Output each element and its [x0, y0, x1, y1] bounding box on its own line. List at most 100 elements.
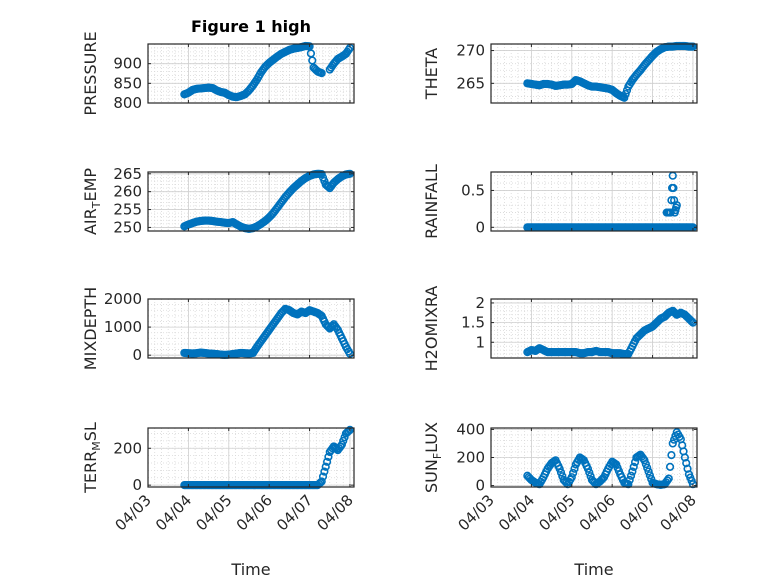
data-point — [344, 347, 353, 356]
y-tick-label: 260 — [113, 183, 142, 201]
y-axis-label: SUNFLUX — [422, 422, 444, 493]
data-point — [628, 467, 637, 476]
data-point — [667, 451, 676, 460]
y-tick-label: 200 — [456, 449, 485, 467]
data-point — [629, 74, 638, 83]
data-point — [625, 475, 634, 485]
data-point — [665, 462, 675, 471]
data-point — [585, 468, 594, 477]
x-axis-label: Time — [230, 560, 270, 579]
data-point — [582, 461, 591, 471]
axes-box — [490, 298, 698, 359]
data-point — [316, 68, 325, 77]
y-tick-label: 0.5 — [461, 181, 485, 199]
data-point — [274, 201, 283, 211]
data-point — [645, 54, 654, 63]
x-tick-label: 04/03 — [455, 491, 498, 534]
x-tick-label: 04/04 — [495, 491, 538, 534]
x-tick-label: 04/06 — [576, 491, 619, 534]
plot-area — [148, 172, 354, 231]
data-point — [641, 59, 650, 68]
y-tick-label: 0 — [475, 477, 485, 495]
data-point — [327, 322, 336, 332]
data-point — [278, 196, 287, 205]
axes-box — [147, 298, 355, 359]
plot-area — [491, 44, 697, 103]
y-tick-label: 900 — [113, 55, 142, 73]
data-point — [655, 480, 664, 489]
x-axis-label: Time — [573, 560, 613, 579]
data-point — [667, 196, 676, 205]
y-tick-label: 800 — [113, 94, 142, 112]
y-tick-label: 2000 — [104, 290, 142, 308]
data-point — [343, 428, 352, 437]
y-tick-label: 0 — [475, 218, 485, 236]
data-point — [626, 471, 636, 480]
x-tick-label: 04/05 — [535, 491, 578, 534]
y-tick-label: 250 — [113, 218, 142, 236]
panel-terr-msl: 0 200 TERRMSL 04/0304/0404/0504/0604/0704/0… — [81, 422, 357, 579]
data-point — [663, 476, 672, 485]
y-tick-label: 1000 — [104, 318, 142, 336]
data-point — [687, 42, 696, 51]
y-tick-label: 200 — [113, 439, 142, 457]
data-point — [686, 315, 695, 325]
data-point — [637, 64, 646, 73]
data-point — [569, 468, 578, 478]
data-point — [621, 89, 630, 99]
y-tick-label: 255 — [113, 201, 142, 219]
panel-rainfall: 0 0.5 RAINFALL — [422, 164, 698, 239]
data-point — [629, 462, 638, 471]
y-tick-label: 265 — [113, 165, 142, 183]
x-tick-label: 04/03 — [112, 491, 155, 534]
data-point — [282, 191, 291, 200]
data-point — [679, 447, 688, 456]
data-point — [675, 309, 684, 318]
y-tick-label: 270 — [456, 42, 485, 60]
data-point — [687, 317, 696, 326]
axes-box — [147, 43, 355, 104]
data-point — [246, 84, 255, 93]
data-point — [312, 169, 321, 179]
data-point — [304, 42, 313, 51]
data-point — [242, 88, 251, 98]
panel-sun-flux: 0 200 400 SUNFLUX 04/0304/0404/0504/0604/070… — [422, 420, 700, 579]
x-tick-label: 04/06 — [233, 491, 276, 534]
y-axis-label: AIRTEMP — [81, 168, 103, 235]
data-point — [589, 477, 598, 486]
x-tick-label: 04/08 — [313, 491, 356, 534]
axes-box — [490, 171, 698, 232]
y-tick-label: 2 — [475, 294, 485, 312]
data-point — [570, 464, 579, 473]
data-point — [331, 443, 340, 452]
data-point — [669, 183, 678, 193]
data-point — [670, 308, 679, 317]
plot-area — [148, 299, 354, 358]
x-tick-label: 04/04 — [152, 491, 195, 534]
axes-box — [490, 43, 698, 104]
data-point — [687, 476, 696, 486]
figure-title: Figure 1 high — [191, 17, 311, 36]
y-tick-label: 0 — [132, 346, 142, 364]
axes-box — [147, 171, 355, 232]
plot-area — [491, 172, 697, 231]
y-axis-label: PRESSURE — [81, 31, 100, 115]
data-point — [320, 467, 329, 476]
data-point — [344, 45, 353, 55]
data-point — [322, 181, 332, 190]
data-point — [670, 196, 679, 205]
data-point — [266, 211, 275, 221]
data-point — [324, 452, 333, 461]
x-tick-label: 04/08 — [656, 491, 699, 534]
data-point — [643, 463, 652, 472]
data-point — [322, 321, 332, 330]
panel-h2omixra: 11.5 2 H2OMIXRA — [422, 286, 698, 371]
y-tick-label: 1 — [475, 333, 485, 351]
data-point — [633, 69, 642, 78]
data-point — [675, 432, 684, 441]
data-point — [321, 462, 330, 471]
y-axis-label: TERRMSL — [81, 422, 103, 494]
